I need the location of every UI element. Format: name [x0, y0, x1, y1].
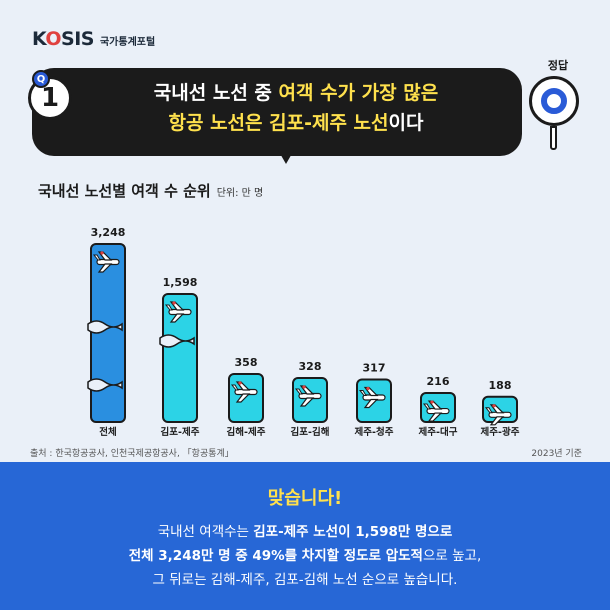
- route-passenger-chart: 3,248 전체 1,598 김포-제주 358 김해-제주 328 김포-김해 317 제주-청…: [87, 226, 520, 438]
- value-label-5: 216: [427, 375, 450, 388]
- answer-heading: 맞습니다!: [267, 488, 343, 509]
- answer-body: 국내선 여객수는 김포-제주 노선이 1,598만 명으로 전체 3,248만 …: [128, 524, 482, 588]
- category-label-6: 제주-광주: [481, 426, 520, 438]
- kosis-logo: KOSIS 국가통계포털: [32, 28, 155, 50]
- question-bubble-tail: [278, 150, 294, 164]
- bar-1: [162, 293, 198, 423]
- chart-title: 국내선 노선별 여객 수 순위 단위: 만 명: [38, 180, 263, 201]
- answer-panel: [0, 462, 610, 610]
- bar-0: [90, 243, 126, 423]
- value-label-6: 188: [489, 379, 512, 392]
- bar-2: [228, 373, 264, 423]
- circle-o-icon: [541, 88, 567, 114]
- answer-o-sign: [529, 76, 579, 126]
- basis-year: 2023년 기준: [531, 449, 582, 459]
- question-text: 국내선 노선 중 여객 수가 가장 많은 항공 노선은 김포-제주 노선이다: [153, 82, 439, 134]
- axis-break-0-0: [87, 320, 123, 334]
- value-label-4: 317: [363, 361, 386, 374]
- question-tag: Q: [32, 70, 50, 88]
- category-label-4: 제주-청주: [355, 426, 394, 438]
- category-label-5: 제주-대구: [419, 426, 458, 438]
- answer-sign-handle: [550, 126, 557, 150]
- logo-mark: KOSIS: [32, 28, 94, 50]
- value-label-1: 1,598: [163, 276, 198, 289]
- value-label-3: 328: [299, 360, 322, 373]
- category-label-3: 김포-김해: [291, 426, 330, 438]
- axis-break-1-0: [159, 334, 195, 348]
- value-label-2: 358: [235, 356, 258, 369]
- category-label-2: 김해-제주: [227, 426, 266, 438]
- airplane-icon-1: [164, 301, 192, 323]
- airplane-icon-3: [294, 385, 322, 407]
- airplane-icon-2: [230, 381, 258, 403]
- answer-label: 정답: [547, 59, 569, 72]
- question-bubble: [32, 68, 522, 156]
- axis-break-0-1: [87, 378, 123, 392]
- value-label-0: 3,248: [91, 226, 126, 239]
- source-note: 출처 : 한국항공공사, 인천국제공항공사, 「항공통계」: [30, 449, 234, 459]
- chart-unit: 단위: 만 명: [216, 188, 264, 199]
- category-label-1: 김포-제주: [161, 426, 200, 438]
- logo-subtitle: 국가통계포털: [99, 37, 156, 48]
- airplane-icon-0: [92, 251, 120, 273]
- category-label-0: 전체: [99, 426, 116, 438]
- airplane-icon-4: [358, 386, 386, 409]
- airplane-icon-6: [484, 404, 512, 426]
- airplane-icon-5: [422, 400, 450, 422]
- chart-title-text: 국내선 노선별 여객 수 순위: [38, 182, 211, 200]
